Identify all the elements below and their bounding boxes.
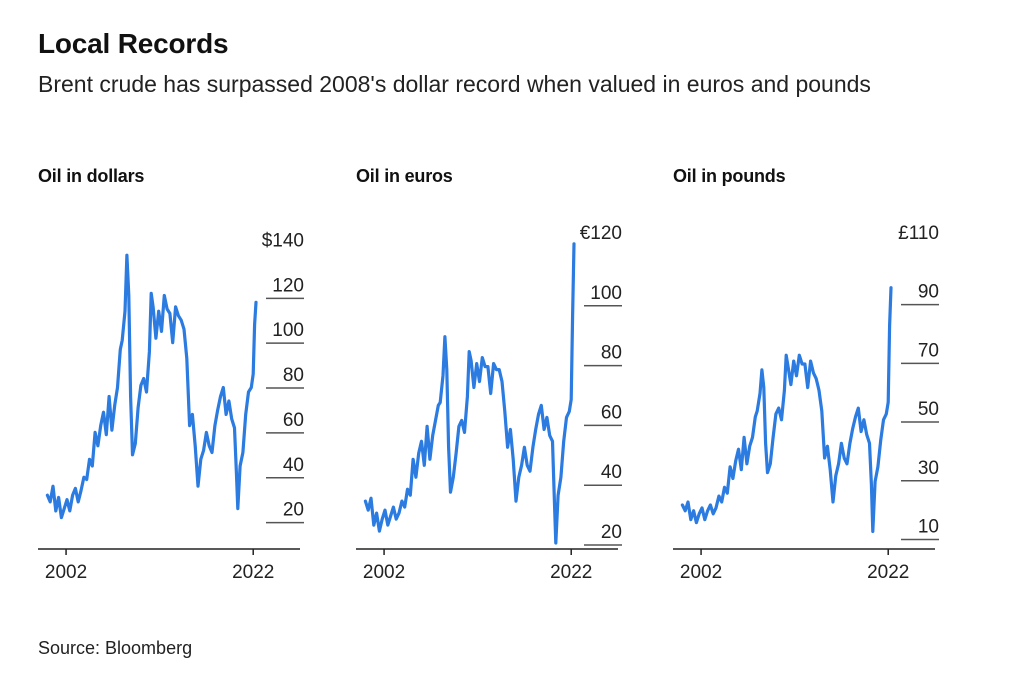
panel-title-dollars: Oil in dollars bbox=[38, 166, 145, 186]
y-tick-label-euros: 80 bbox=[601, 343, 622, 364]
y-tick-label-dollars: 40 bbox=[283, 455, 304, 476]
y-tick-label-dollars: 100 bbox=[272, 320, 304, 341]
y-tick-label-pounds: 50 bbox=[918, 399, 939, 420]
y-tick-label-pounds: 90 bbox=[918, 282, 939, 303]
y-tick-label-euros: 100 bbox=[590, 283, 622, 304]
x-tick-label-pounds: 2002 bbox=[680, 562, 722, 583]
y-tick-label-dollars: 60 bbox=[283, 410, 304, 431]
y-tick-label-dollars: 80 bbox=[283, 365, 304, 386]
y-tick-label-euros: €120 bbox=[580, 223, 622, 244]
chart-subtitle: Brent crude has surpassed 2008's dollar … bbox=[38, 71, 871, 97]
series-line-pounds bbox=[680, 286, 893, 534]
panel-title-pounds: Oil in pounds bbox=[673, 166, 786, 186]
x-tick-label-pounds: 2022 bbox=[867, 562, 909, 583]
y-tick-label-pounds: 30 bbox=[918, 458, 939, 479]
y-tick-label-pounds: 70 bbox=[918, 340, 939, 361]
y-tick-label-pounds: £110 bbox=[898, 223, 939, 244]
x-tick-label-euros: 2002 bbox=[363, 562, 405, 583]
series-line-euros bbox=[363, 242, 576, 545]
panel-title-euros: Oil in euros bbox=[356, 166, 453, 186]
y-tick-label-pounds: 10 bbox=[918, 517, 939, 538]
y-tick-label-euros: 60 bbox=[601, 402, 622, 423]
y-tick-label-dollars: 20 bbox=[283, 500, 304, 521]
y-tick-label-dollars: $140 bbox=[262, 230, 304, 251]
chart-title: Local Records bbox=[38, 28, 229, 59]
x-tick-label-dollars: 2002 bbox=[45, 562, 87, 583]
y-tick-label-euros: 40 bbox=[601, 462, 622, 483]
series-line-dollars bbox=[45, 253, 258, 520]
x-tick-label-dollars: 2022 bbox=[232, 562, 274, 583]
y-tick-label-euros: 20 bbox=[601, 522, 622, 543]
y-tick-label-dollars: 120 bbox=[272, 275, 304, 296]
source-note: Source: Bloomberg bbox=[38, 638, 193, 658]
x-tick-label-euros: 2022 bbox=[550, 562, 592, 583]
